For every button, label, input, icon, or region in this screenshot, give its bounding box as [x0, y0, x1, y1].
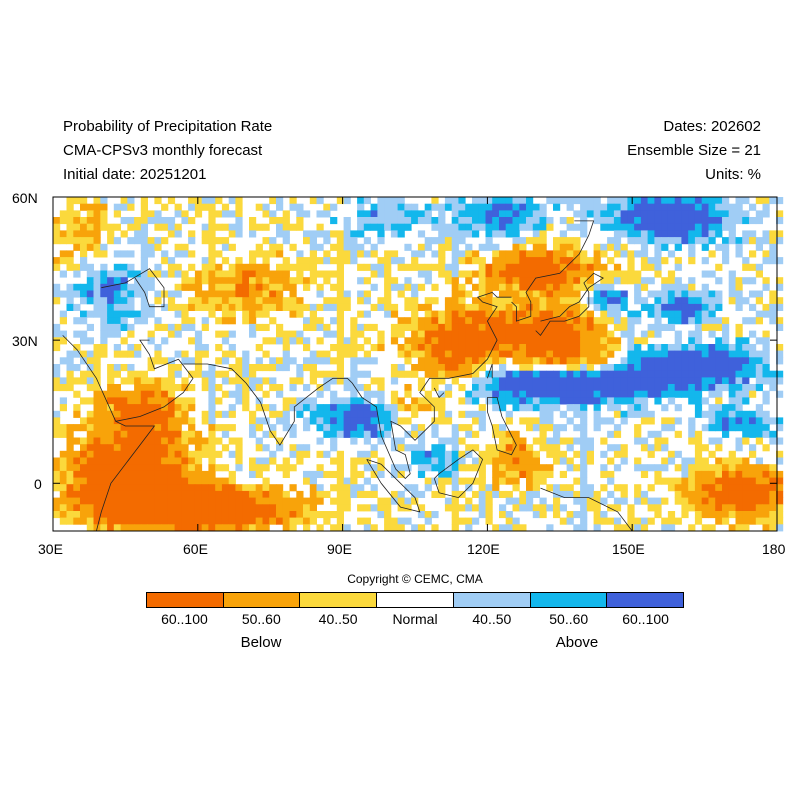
y-tick-label-60n: 60N	[12, 190, 38, 206]
map-frame	[52, 196, 778, 532]
legend-swatch-below-60-100	[147, 593, 224, 607]
model-name: CMA-CPSv3 monthly forecast	[63, 142, 263, 159]
x-tick-label-180: 180	[762, 541, 786, 557]
x-tick-label-60e: 60E	[183, 541, 208, 557]
units-label: Units: %	[705, 166, 761, 183]
forecast-dates: Dates: 202602	[663, 118, 761, 135]
coastline	[535, 272, 604, 337]
legend-group-above: Above	[555, 634, 599, 651]
legend-swatch-above-50-60	[530, 593, 608, 607]
legend-label: 40..50	[472, 611, 512, 627]
coastline	[183, 291, 512, 480]
x-tick-label-120e: 120E	[467, 541, 500, 557]
legend-label: 50..60	[241, 611, 281, 627]
coastlines	[62, 220, 633, 532]
legend-group-below: Below	[240, 634, 282, 651]
coastline	[540, 487, 633, 532]
legend-label: 60..100	[161, 611, 208, 627]
legend-swatch-normal	[377, 593, 454, 607]
legend-label: Normal	[392, 611, 438, 627]
legend-labels: 60..100 50..60 40..50 Normal 40..50 50..…	[146, 611, 684, 627]
legend-swatch-below-50-60	[223, 593, 301, 607]
probability-cells	[53, 197, 784, 532]
y-tick-label-0: 0	[34, 476, 42, 492]
legend-label: 50..60	[549, 611, 589, 627]
x-tick-label-90e: 90E	[327, 541, 352, 557]
legend-colorbar	[146, 592, 684, 608]
legend-label: 40..50	[318, 611, 358, 627]
x-tick-label-150e: 150E	[612, 541, 645, 557]
copyright-notice: Copyright © CEMC, CMA	[347, 572, 483, 586]
coastline	[433, 387, 445, 399]
coastline	[62, 335, 156, 532]
coastline	[486, 396, 517, 456]
coastline	[433, 449, 484, 499]
x-tick-label-30e: 30E	[38, 541, 63, 557]
y-tick-label-30n: 30N	[12, 333, 38, 349]
map-title: Probability of Precipitation Rate	[63, 118, 273, 135]
legend-swatch-below-40-50	[300, 593, 378, 607]
legend-label: 60..100	[622, 611, 669, 627]
axis-ticks	[52, 196, 778, 531]
coastline	[511, 220, 595, 322]
coastline	[487, 363, 493, 379]
legend-swatch-above-60-100	[607, 593, 684, 607]
coastline	[101, 268, 165, 308]
initial-date: Initial date: 20251201	[63, 166, 207, 183]
coastline	[115, 339, 194, 422]
coastline	[366, 459, 421, 513]
ensemble-size: Ensemble Size = 21	[627, 142, 761, 159]
legend-swatch-above-40-50	[453, 593, 531, 607]
